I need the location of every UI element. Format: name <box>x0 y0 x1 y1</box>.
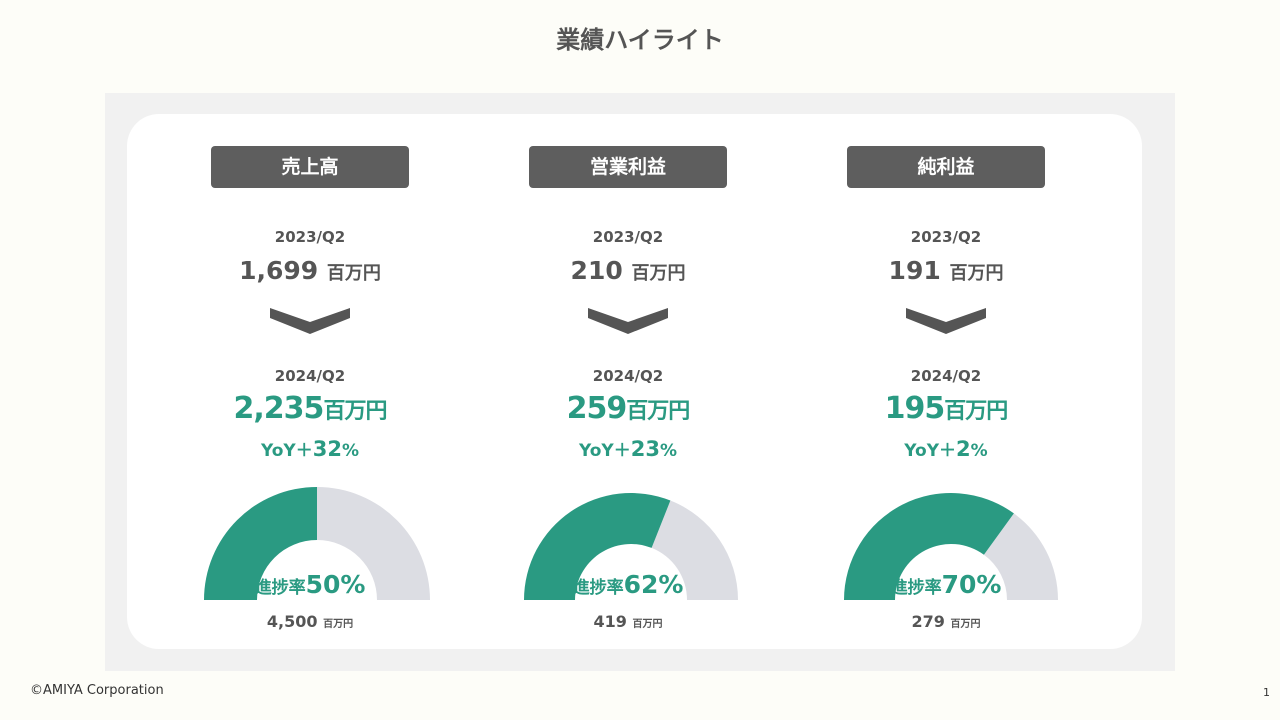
metric-column: 売上高 2023/Q2 1,699 百万円 2024/Q2 2,235百万円 Y… <box>145 146 475 631</box>
target-value: 419 百万円 <box>593 612 663 631</box>
prev-value: 191 百万円 <box>888 256 1004 285</box>
target-value: 4,500 百万円 <box>266 612 354 631</box>
gauge-progress <box>844 493 1014 600</box>
prev-period: 2023/Q2 <box>910 228 982 246</box>
cur-value: 2,235百万円 <box>233 391 388 426</box>
yoy-growth: YoY＋23% <box>578 437 678 461</box>
cur-value: 259百万円 <box>566 391 691 426</box>
chevron-down-icon <box>588 308 668 334</box>
highlight-card <box>127 114 1142 649</box>
metric-label: 売上高 <box>211 146 409 188</box>
gauge-progress <box>204 487 317 600</box>
cur-period: 2024/Q2 <box>910 367 982 385</box>
chevron-down-icon <box>270 308 350 334</box>
yoy-growth: YoY＋2% <box>904 437 988 461</box>
gauge-remaining <box>983 513 1058 600</box>
progress-rate: 進捗率62% <box>572 570 684 599</box>
chevron-down-icon <box>906 308 986 334</box>
progress-rate: 進捗率70% <box>890 570 1002 599</box>
gauge-remaining <box>317 487 430 600</box>
cur-period: 2024/Q2 <box>592 367 664 385</box>
page-title: 業績ハイライト <box>556 26 724 54</box>
gauge-progress <box>524 493 671 600</box>
metric-column: 純利益 2023/Q2 191 百万円 2024/Q2 195百万円 YoY＋2… <box>781 146 1111 631</box>
progress-rate: 進捗率50% <box>254 570 366 599</box>
progress-gauge <box>524 493 738 600</box>
metric-label: 純利益 <box>847 146 1045 188</box>
prev-value: 1,699 百万円 <box>239 256 381 285</box>
page-number: 1 <box>1263 686 1270 699</box>
cur-value: 195百万円 <box>884 391 1009 426</box>
prev-period: 2023/Q2 <box>592 228 664 246</box>
progress-gauge <box>844 493 1058 600</box>
copyright: ©AMIYA Corporation <box>30 683 164 698</box>
prev-value: 210 百万円 <box>570 256 686 285</box>
metric-label: 営業利益 <box>529 146 727 188</box>
cur-period: 2024/Q2 <box>274 367 346 385</box>
progress-gauge <box>204 487 430 600</box>
target-value: 279 百万円 <box>911 612 981 631</box>
yoy-growth: YoY＋32% <box>260 437 360 461</box>
gauge-remaining <box>651 500 738 600</box>
prev-period: 2023/Q2 <box>274 228 346 246</box>
metric-column: 営業利益 2023/Q2 210 百万円 2024/Q2 259百万円 YoY＋… <box>463 146 793 631</box>
